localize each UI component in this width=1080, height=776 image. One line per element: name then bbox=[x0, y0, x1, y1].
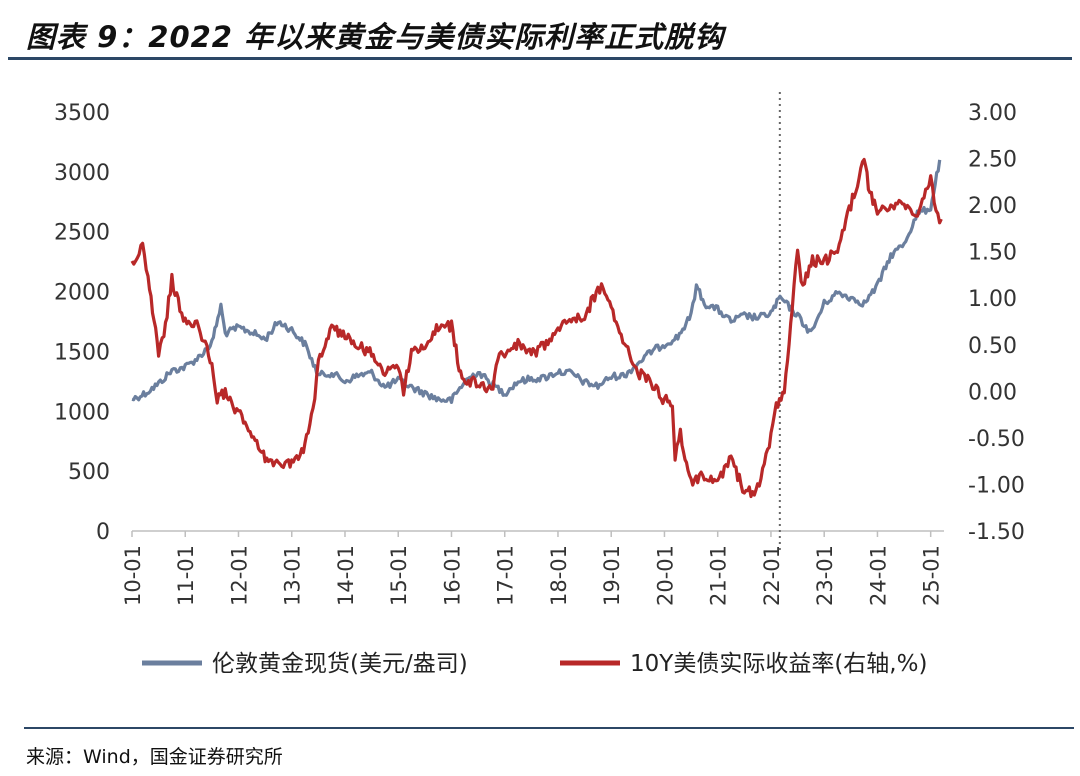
left-tick-label: 500 bbox=[68, 460, 110, 485]
source-divider bbox=[24, 727, 1074, 729]
right-tick-label: 1.00 bbox=[968, 287, 1017, 312]
series-line-gold-price bbox=[131, 159, 942, 404]
x-tick-label: 15-01 bbox=[387, 545, 411, 606]
title-divider bbox=[8, 57, 1072, 60]
legend-label-real-yield: 10Y美债实际收益率(右轴,%) bbox=[630, 651, 927, 677]
x-tick-label: 10-01 bbox=[121, 545, 145, 606]
left-tick-label: 2500 bbox=[54, 221, 110, 246]
right-tick-label: 2.50 bbox=[968, 148, 1017, 173]
series-layer bbox=[130, 157, 943, 499]
x-tick-label: 24-01 bbox=[866, 545, 890, 606]
x-tick-label: 22-01 bbox=[760, 545, 784, 606]
x-tick-label: 18-01 bbox=[547, 545, 571, 606]
x-tick-label: 17-01 bbox=[494, 545, 518, 606]
right-tick-label: 0.00 bbox=[968, 380, 1017, 405]
x-tick-label: 21-01 bbox=[707, 545, 731, 606]
x-tick-label: 19-01 bbox=[600, 545, 624, 606]
left-tick-label: 2000 bbox=[54, 281, 110, 306]
x-tick-label: 23-01 bbox=[813, 545, 837, 606]
right-tick-label: 2.00 bbox=[968, 194, 1017, 219]
left-tick-label: 1000 bbox=[54, 400, 110, 425]
right-tick-label: -1.50 bbox=[968, 520, 1025, 545]
right-tick-label: -0.50 bbox=[968, 427, 1025, 452]
right-tick-label: 1.50 bbox=[968, 241, 1017, 266]
x-tick-label: 16-01 bbox=[440, 545, 464, 606]
x-tick-label: 13-01 bbox=[281, 545, 305, 606]
left-tick-label: 0 bbox=[96, 520, 110, 545]
right-tick-label: 0.50 bbox=[968, 334, 1017, 359]
left-axis-ticks: 0 500 1000 1500 2000 2500 3000 3500 bbox=[54, 101, 110, 545]
x-tick-label: 20-01 bbox=[653, 545, 677, 606]
legend-label-gold-price: 伦敦黄金现货(美元/盎司) bbox=[212, 651, 468, 677]
x-axis-ticks: 10-01 11-01 12-01 13-01 14-01 15-01 16-01 17-01… bbox=[121, 531, 944, 606]
x-tick-label: 12-01 bbox=[227, 545, 251, 606]
x-tick-label: 11-01 bbox=[174, 545, 198, 606]
source-note: 来源：Wind，国金证券研究所 bbox=[26, 746, 283, 768]
left-tick-label: 3000 bbox=[54, 161, 110, 186]
chart-legend: 伦敦黄金现货(美元/盎司) 10Y美债实际收益率(右轴,%) bbox=[142, 651, 927, 677]
right-tick-label: -1.00 bbox=[968, 473, 1025, 498]
chart-title: 图表 9：2022 年以来黄金与美债实际利率正式脱钩 bbox=[26, 20, 725, 54]
left-tick-label: 1500 bbox=[54, 340, 110, 365]
right-tick-label: 3.00 bbox=[968, 101, 1017, 126]
left-tick-label: 3500 bbox=[54, 101, 110, 126]
right-axis-ticks: -1.50 -1.00 -0.50 0.00 0.50 1.00 1.50 2.00 2.50 3… bbox=[968, 101, 1025, 545]
series-line-real-yield bbox=[130, 157, 943, 499]
x-tick-label: 14-01 bbox=[334, 545, 358, 606]
x-tick-label: 25-01 bbox=[920, 545, 944, 606]
